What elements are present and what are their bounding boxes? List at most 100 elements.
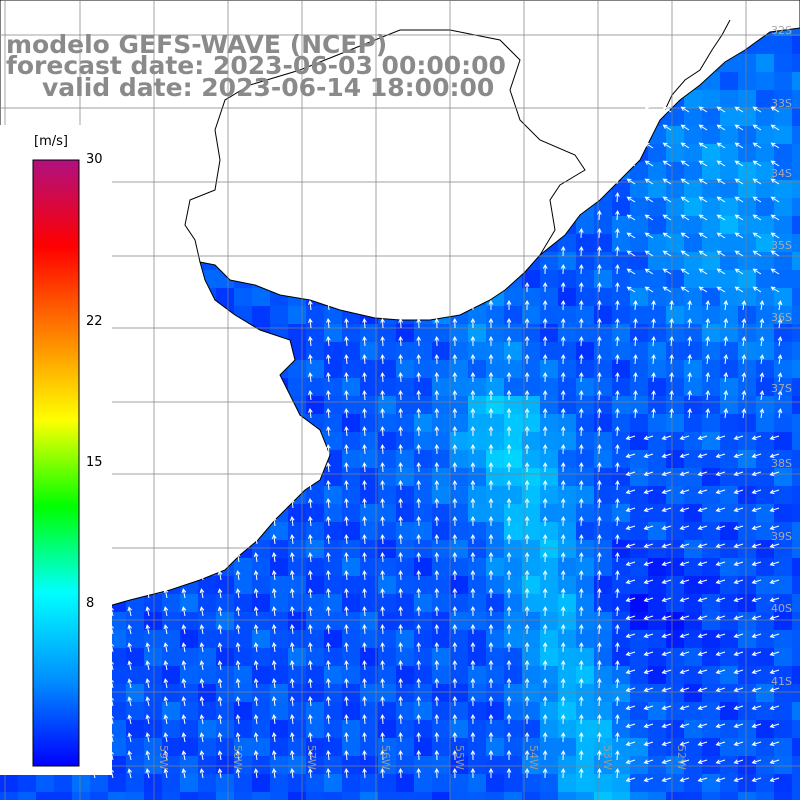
wave-speed-cell xyxy=(450,648,468,666)
wind-arrow xyxy=(362,479,367,491)
wave-speed-cell xyxy=(576,702,594,720)
wind-arrow xyxy=(715,615,726,621)
wave-speed-cell xyxy=(702,90,720,108)
wave-speed-cell xyxy=(720,126,738,144)
longitude-label: 58W xyxy=(231,745,244,770)
wind-arrow xyxy=(542,533,548,545)
wind-arrow xyxy=(643,543,654,549)
wind-arrow xyxy=(380,299,385,311)
wind-arrow xyxy=(308,354,313,365)
wind-arrow xyxy=(751,489,762,495)
wind-arrow xyxy=(470,407,476,419)
wave-speed-cell xyxy=(792,72,800,90)
wave-speed-cell xyxy=(702,504,720,522)
wind-arrow xyxy=(596,605,602,617)
wave-speed-cell xyxy=(396,522,414,540)
wave-speed-cell xyxy=(540,504,558,522)
wave-speed-cell xyxy=(684,126,702,144)
wind-arrow xyxy=(679,687,690,693)
wave-speed-cell xyxy=(378,630,396,648)
wave-speed-cell xyxy=(774,486,792,504)
wave-speed-cell xyxy=(666,486,684,504)
wave-speed-cell xyxy=(540,468,558,486)
wind-arrow xyxy=(308,552,313,563)
wind-arrow xyxy=(698,160,708,167)
wind-arrow xyxy=(434,677,440,689)
wind-arrow xyxy=(770,286,780,293)
wind-arrow xyxy=(217,696,223,707)
wind-arrow xyxy=(326,462,331,473)
wind-arrow xyxy=(235,678,241,689)
wave-speed-cell xyxy=(342,792,360,804)
wind-arrow xyxy=(344,605,349,617)
wind-arrow xyxy=(271,660,277,671)
wave-speed-cell xyxy=(468,450,486,468)
wind-arrow xyxy=(506,497,512,509)
wave-speed-cell xyxy=(504,720,522,738)
wave-speed-cell xyxy=(522,684,540,702)
wave-speed-cell xyxy=(162,594,180,612)
wave-speed-cell xyxy=(684,648,702,666)
wave-speed-cell xyxy=(504,540,522,558)
wind-arrow xyxy=(452,623,458,635)
wind-arrow xyxy=(698,268,708,275)
wave-speed-cell xyxy=(666,414,684,432)
wind-arrow xyxy=(560,425,566,437)
colorbar-tick-label: 22 xyxy=(86,313,103,329)
wind-arrow xyxy=(271,732,277,743)
wind-arrow xyxy=(289,642,295,653)
wind-arrow xyxy=(679,777,690,783)
wind-arrow xyxy=(506,533,512,545)
wind-arrow xyxy=(769,777,780,783)
wind-arrow xyxy=(380,731,385,743)
wave-speed-cell xyxy=(468,486,486,504)
wave-speed-cell xyxy=(378,702,396,720)
wind-arrow xyxy=(734,178,744,185)
wind-arrow xyxy=(452,587,458,599)
wind-arrow xyxy=(625,453,636,459)
wave-speed-cell xyxy=(792,774,800,792)
wave-speed-cell xyxy=(648,792,666,804)
wave-speed-cell xyxy=(630,504,648,522)
wind-arrow xyxy=(199,534,205,545)
wave-speed-cell xyxy=(558,594,576,612)
wind-arrow xyxy=(163,570,169,581)
wind-arrow xyxy=(271,534,277,545)
wave-speed-cell xyxy=(774,198,792,216)
wind-arrow xyxy=(625,507,636,513)
wind-arrow xyxy=(488,479,494,491)
wind-arrow xyxy=(578,587,584,599)
wave-speed-cell xyxy=(576,522,594,540)
wave-speed-cell xyxy=(576,324,594,342)
wave-speed-cell xyxy=(648,666,666,684)
wave-speed-cell xyxy=(126,702,144,720)
wind-arrow xyxy=(751,777,762,783)
wave-speed-cell xyxy=(576,378,594,396)
wind-arrow xyxy=(625,597,636,603)
colorbar-tick-label: 30 xyxy=(86,152,103,167)
wave-speed-cell xyxy=(792,558,800,576)
wave-speed-cell xyxy=(378,450,396,468)
wind-arrow xyxy=(596,389,602,401)
wave-speed-cell xyxy=(612,756,630,774)
wind-arrow xyxy=(380,641,385,653)
wave-speed-cell xyxy=(468,396,486,414)
wind-arrow xyxy=(596,713,602,725)
wave-speed-cell xyxy=(630,738,648,756)
wind-arrow xyxy=(271,678,277,689)
wave-speed-cell xyxy=(756,720,774,738)
wind-arrow xyxy=(416,299,422,311)
wind-arrow xyxy=(733,777,744,783)
wind-arrow xyxy=(560,299,566,311)
wind-arrow xyxy=(542,263,548,275)
wind-arrow xyxy=(542,713,548,725)
wind-arrow xyxy=(687,390,692,401)
wind-arrow xyxy=(488,677,494,689)
wave-speed-cell xyxy=(648,432,666,450)
wave-speed-cell xyxy=(504,612,522,630)
wave-speed-cell xyxy=(558,432,576,450)
wind-arrow xyxy=(308,444,313,455)
wind-arrow xyxy=(416,425,422,437)
wave-speed-cell xyxy=(630,756,648,774)
wave-speed-cell xyxy=(414,612,432,630)
